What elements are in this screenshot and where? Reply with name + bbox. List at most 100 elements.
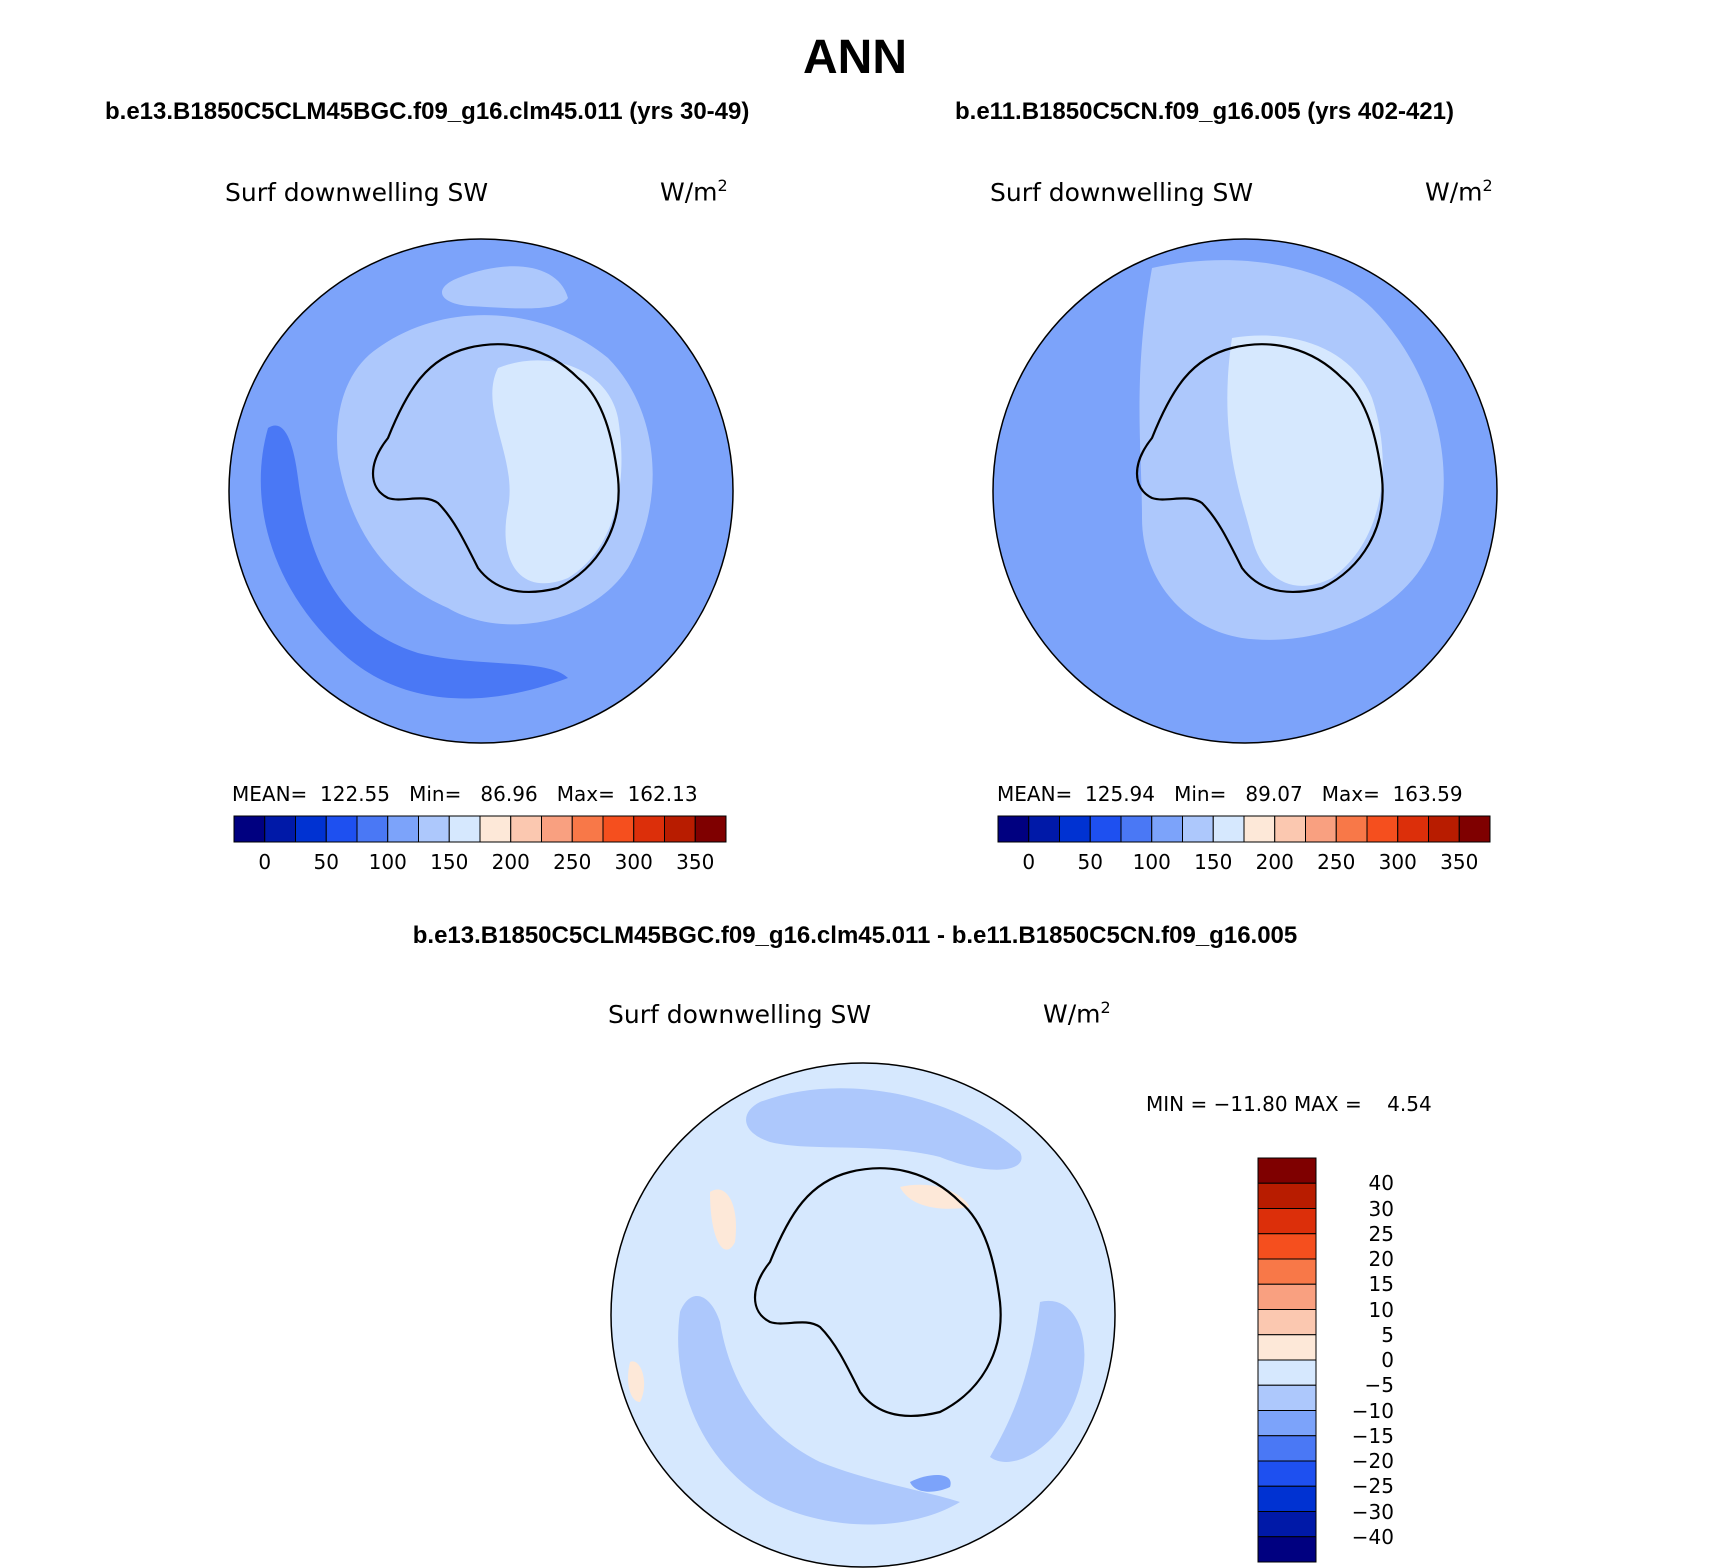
diff-blue-north [746, 1088, 1022, 1170]
diff-colorbar-swatch [1257, 1309, 1317, 1336]
colorbar-tick-label: 150 [1194, 850, 1233, 874]
panel1-colorbar [233, 815, 727, 843]
panel2-polar-map [992, 238, 1498, 744]
diff-colorbar-swatch [1257, 1208, 1317, 1235]
colorbar-tick-label: 100 [368, 850, 407, 874]
diff-positive-patch-1 [710, 1189, 736, 1250]
colorbar-tick-label: 250 [553, 850, 592, 874]
colorbar-tick-label: 150 [430, 850, 469, 874]
colorbar-swatch [1212, 815, 1245, 843]
colorbar-swatch [602, 815, 635, 843]
diff-colorbar-swatch [1257, 1258, 1317, 1285]
diff-colorbar-swatch [1257, 1182, 1317, 1209]
colorbar-swatch [1366, 815, 1399, 843]
colorbar-tick-label: 100 [1132, 850, 1171, 874]
diff-colorbar-tick-label: 30 [1368, 1196, 1394, 1221]
diff-units: W/m2 [1043, 998, 1111, 1029]
diff-polar-map [610, 1062, 1116, 1568]
diff-colorbar-tick-label: −20 [1351, 1449, 1394, 1473]
diff-colorbar-tick-label: −15 [1351, 1423, 1394, 1448]
colorbar-swatch [418, 815, 450, 843]
diff-colorbar-tick-label: 15 [1368, 1272, 1394, 1297]
diff-minmax-stats: MIN = −11.80 MAX = 4.54 [1146, 1092, 1432, 1116]
diff-colorbar-tick-label: 25 [1368, 1221, 1394, 1246]
panel2-colorbar-labels: 0 50 100 150 200 250 300 350 [998, 850, 1490, 876]
diff-colorbar-swatch [1257, 1384, 1317, 1411]
diff-colorbar-swatch [1257, 1283, 1317, 1310]
diff-case-title: b.e13.B1850C5CLM45BGC.f09_g16.clm45.011 … [412, 922, 1298, 949]
colorbar-swatch [694, 815, 727, 843]
diff-colorbar-swatch [1257, 1359, 1317, 1386]
diff-colorbar-tick-label: 5 [1381, 1322, 1394, 1347]
diff-colorbar-labels: 40 30 25 20 15 10 5 0 −5 −10 −15 −20 −25 −30 −40 [1324, 1158, 1404, 1562]
diff-antarctica-coast [754, 1167, 1002, 1417]
colorbar-swatch [1151, 815, 1183, 843]
colorbar-swatch [997, 815, 1030, 843]
colorbar-swatch [325, 815, 358, 843]
colorbar-swatch [1120, 815, 1153, 843]
diff-colorbar-swatch [1257, 1511, 1317, 1538]
diff-darker-patch [910, 1475, 951, 1492]
panel2-stats: MEAN= 125.94 Min= 89.07 Max= 163.59 [997, 782, 1463, 806]
panel1-variable-label: Surf downwelling SW [225, 178, 489, 207]
diff-variable-label: Surf downwelling SW [608, 1000, 872, 1029]
diff-colorbar [1257, 1157, 1317, 1563]
colorbar-swatch [541, 815, 573, 843]
panel2-variable-label: Surf downwelling SW [990, 178, 1254, 207]
colorbar-tick-label: 200 [1255, 850, 1294, 874]
panel1-light-region [492, 360, 622, 584]
diff-colorbar-swatch [1257, 1233, 1317, 1260]
diff-colorbar-tick-label: −40 [1351, 1524, 1394, 1549]
colorbar-tick-label: 300 [1378, 850, 1417, 874]
colorbar-tick-label: 300 [614, 850, 653, 874]
diff-colorbar-swatch [1257, 1460, 1317, 1487]
panel2-colorbar [997, 815, 1491, 843]
colorbar-tick-label: 350 [1440, 850, 1479, 874]
colorbar-swatch [1274, 815, 1306, 843]
colorbar-tick-label: 0 [1022, 850, 1036, 874]
diff-colorbar-swatch [1257, 1536, 1317, 1563]
colorbar-tick-label: 50 [313, 850, 339, 874]
colorbar-tick-label: 50 [1077, 850, 1103, 874]
diff-colorbar-tick-label: −5 [1364, 1373, 1394, 1398]
colorbar-swatch [1089, 815, 1122, 843]
panel2-case-title: b.e11.B1850C5CN.f09_g16.005 (yrs 402-421… [955, 98, 1454, 125]
panel1-upper-patch [441, 266, 568, 309]
colorbar-swatch [264, 815, 296, 843]
panel1-colorbar-labels: 0 50 100 150 200 250 300 350 [234, 850, 726, 876]
diff-colorbar-tick-label: −10 [1351, 1398, 1394, 1423]
colorbar-swatch [1059, 815, 1091, 843]
colorbar-swatch [571, 815, 604, 843]
colorbar-swatch [1458, 815, 1491, 843]
panel1-polar-map [228, 238, 734, 744]
diff-blue-west [678, 1295, 960, 1525]
diff-colorbar-tick-label: 40 [1368, 1171, 1394, 1196]
colorbar-swatch [1305, 815, 1337, 843]
diff-colorbar-swatch [1257, 1485, 1317, 1512]
diff-positive-patch-2 [900, 1184, 970, 1209]
colorbar-swatch [295, 815, 327, 843]
diff-colorbar-tick-label: 20 [1368, 1247, 1394, 1271]
colorbar-swatch [510, 815, 542, 843]
colorbar-swatch [1028, 815, 1060, 843]
diff-colorbar-swatch [1257, 1157, 1317, 1184]
colorbar-swatch [448, 815, 481, 843]
diff-colorbar-tick-label: −30 [1351, 1499, 1394, 1524]
colorbar-swatch [664, 815, 696, 843]
colorbar-tick-label: 250 [1317, 850, 1356, 874]
colorbar-swatch [633, 815, 665, 843]
colorbar-swatch [1243, 815, 1276, 843]
panel2-light-region [1227, 335, 1383, 586]
panel1-antarctica-coast [372, 343, 620, 593]
panel1-case-title: b.e13.B1850C5CLM45BGC.f09_g16.clm45.011 … [105, 98, 750, 125]
colorbar-swatch [1428, 815, 1460, 843]
diff-colorbar-tick-label: 0 [1381, 1348, 1394, 1372]
colorbar-swatch [1335, 815, 1368, 843]
colorbar-swatch [1182, 815, 1214, 843]
diff-colorbar-tick-label: −25 [1351, 1474, 1394, 1499]
diff-colorbar-swatch [1257, 1334, 1317, 1361]
page-title: ANN [803, 31, 907, 84]
panel1-units: W/m2 [660, 176, 728, 207]
diff-colorbar-tick-label: 10 [1368, 1297, 1394, 1322]
colorbar-tick-label: 200 [491, 850, 530, 874]
